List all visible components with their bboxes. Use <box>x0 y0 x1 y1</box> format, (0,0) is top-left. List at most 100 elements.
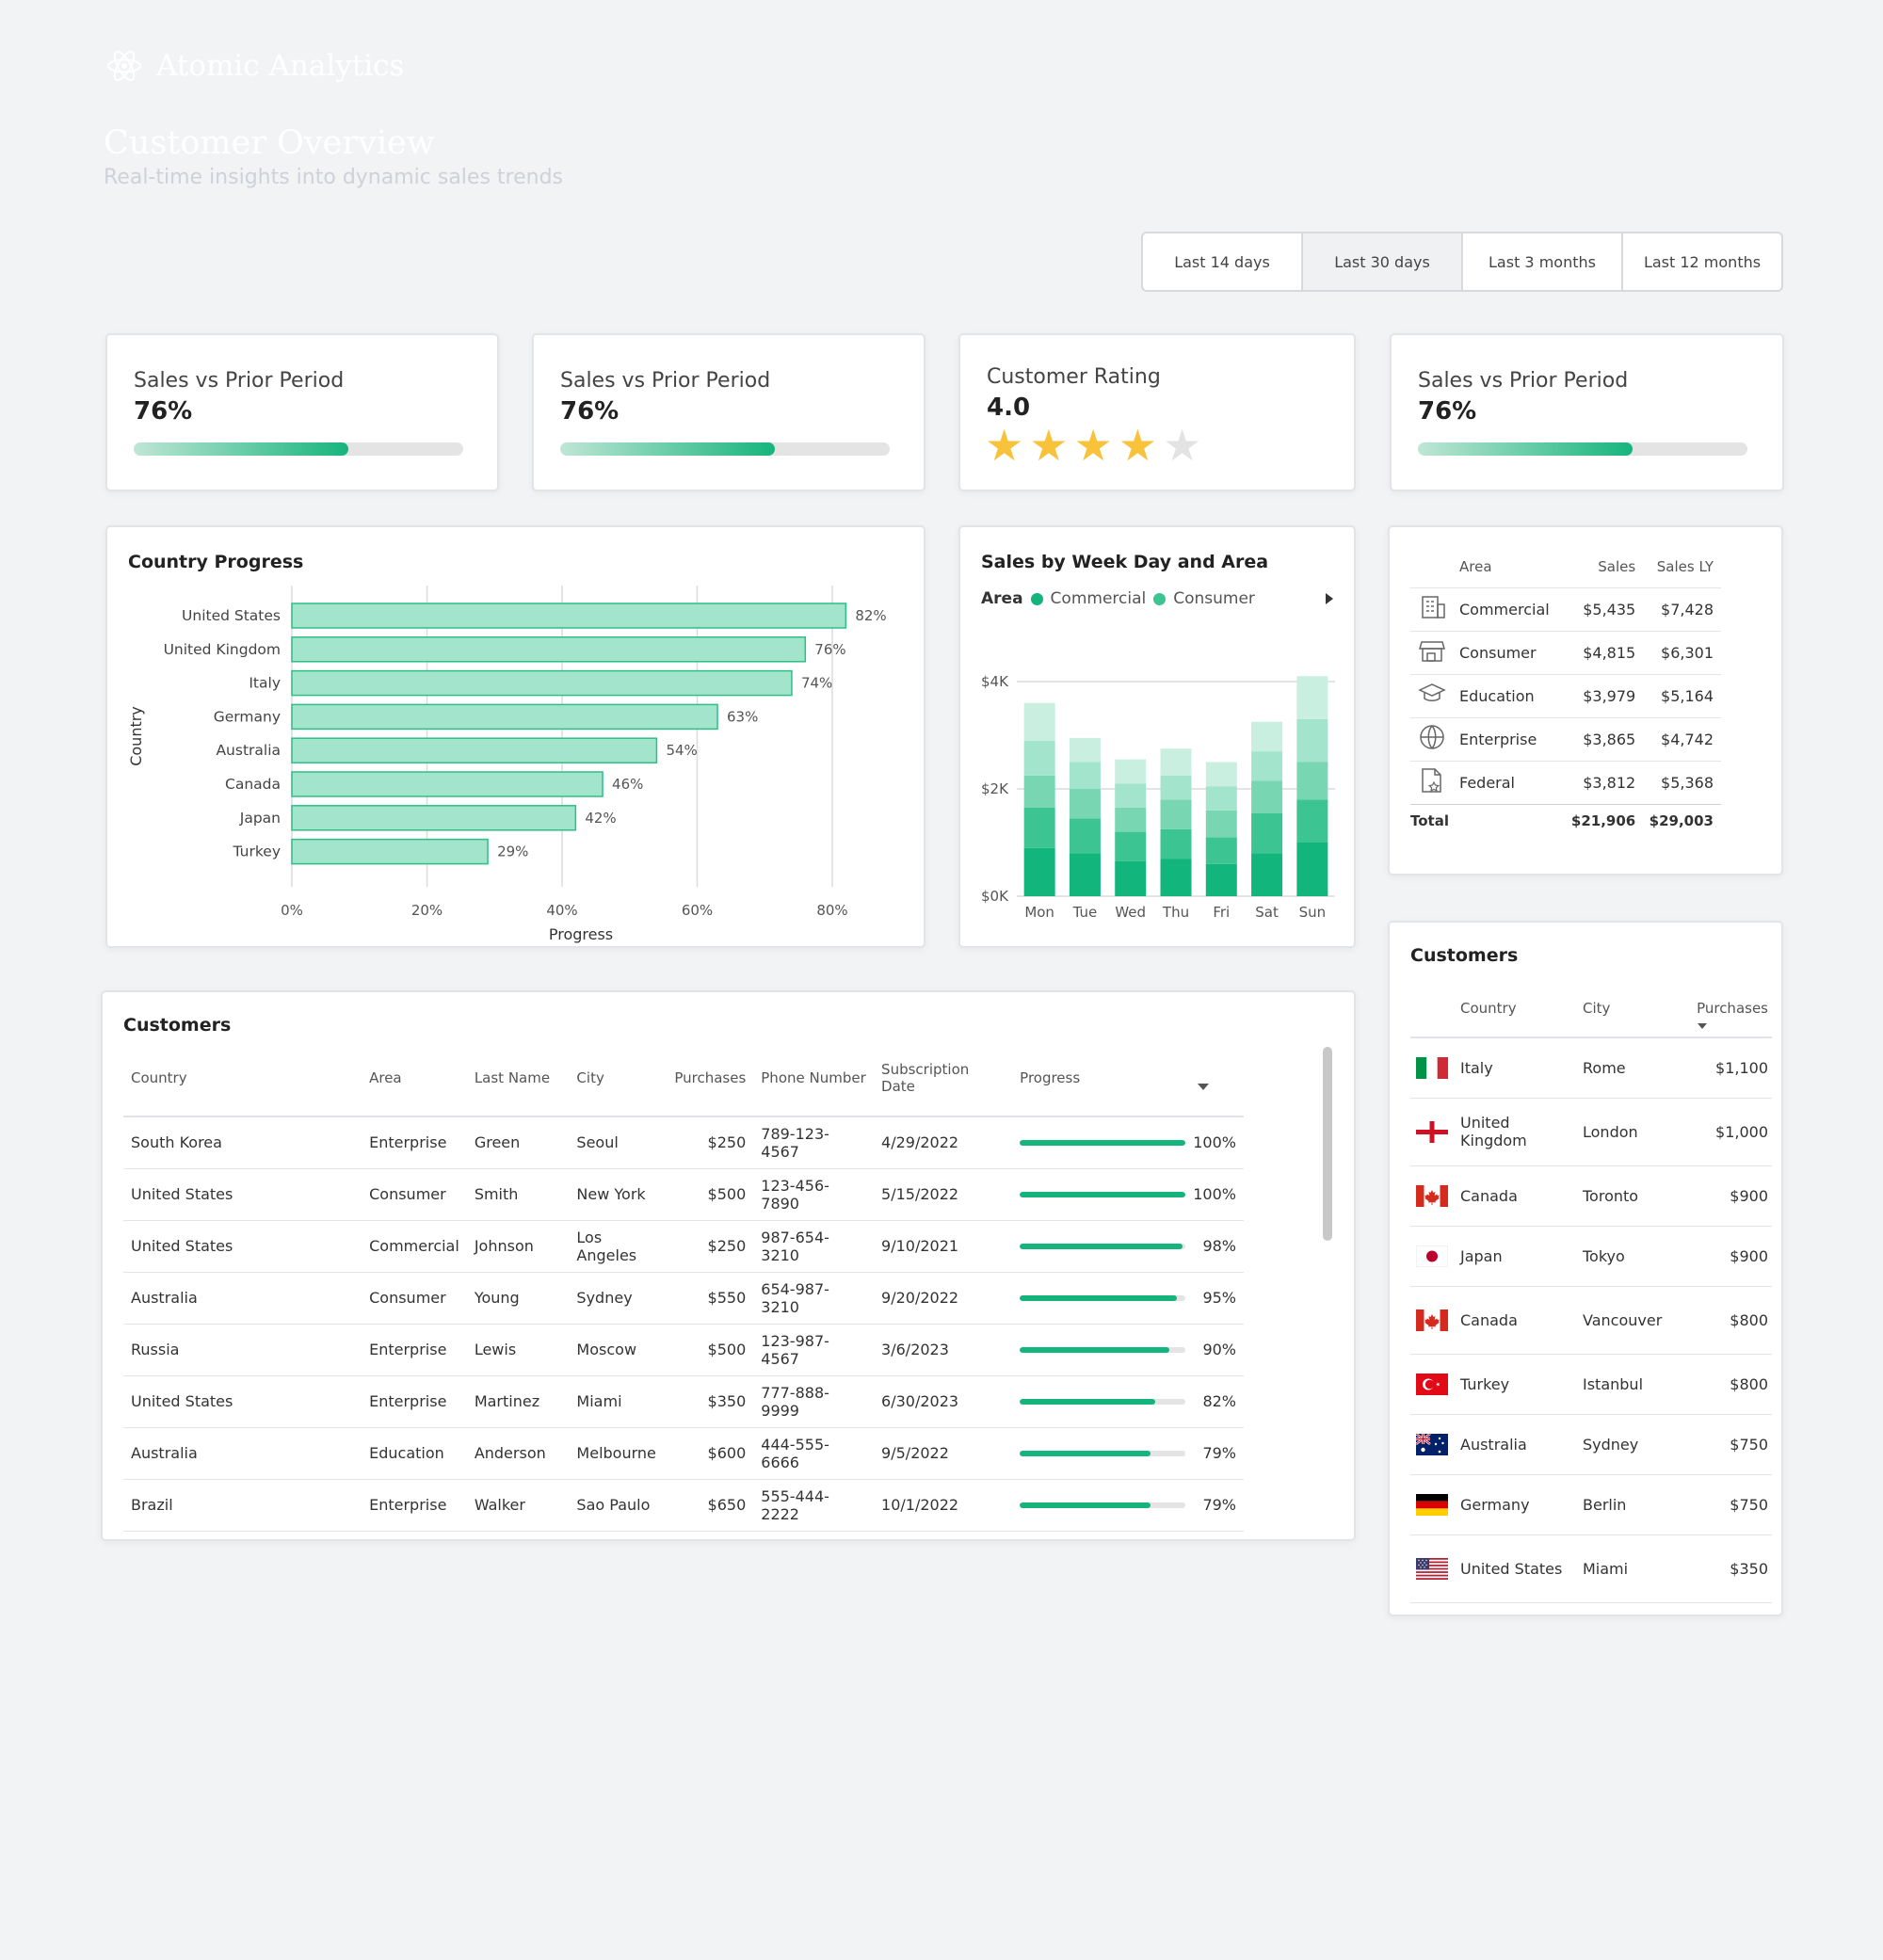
weekday-bar-segment[interactable] <box>1251 780 1283 813</box>
legend-commercial[interactable]: Commercial <box>1050 589 1147 608</box>
legend-consumer[interactable]: Consumer <box>1173 589 1255 608</box>
cell-progress: 100% <box>1012 1168 1244 1221</box>
area-row[interactable]: Enterprise $3,865 $4,742 <box>1410 716 1721 761</box>
col-header-city[interactable]: City <box>1583 979 1671 1038</box>
weekday-bar-segment[interactable] <box>1115 860 1147 896</box>
col-header-purchases[interactable]: Purchases <box>667 1039 754 1117</box>
star-filled-icon: ★ <box>985 420 1024 471</box>
col-header-purchases[interactable]: Purchases <box>1671 979 1772 1038</box>
col-header-progress[interactable]: Progress <box>1012 1039 1244 1117</box>
weekday-bar-segment[interactable] <box>1205 810 1237 838</box>
weekday-bar-segment[interactable] <box>1069 762 1101 790</box>
weekday-bar-segment[interactable] <box>1069 818 1101 854</box>
cell-country: United States <box>1460 1534 1583 1603</box>
country-bar[interactable] <box>291 771 604 797</box>
weekday-bar-segment[interactable] <box>1205 762 1237 787</box>
col-header-sales[interactable]: Sales <box>1598 557 1636 575</box>
weekday-bar-segment[interactable] <box>1251 812 1283 854</box>
col-header-city[interactable]: City <box>569 1039 668 1117</box>
weekday-bar-segment[interactable] <box>1115 759 1147 784</box>
col-header-area[interactable]: Area <box>362 1039 467 1117</box>
weekday-bar-segment[interactable] <box>1160 828 1192 860</box>
col-header-country[interactable]: Country <box>123 1039 362 1117</box>
cell-last-name: Young <box>466 1272 570 1325</box>
table-row[interactable]: Brazil Enterprise Walker Sao Paulo $650 555-4… <box>123 1479 1244 1532</box>
table-row[interactable]: South Korea Enterprise Green Seoul $250 789-1… <box>123 1117 1244 1169</box>
table-row[interactable]: United States Enterprise Martinez Miami $350… <box>123 1375 1244 1428</box>
list-item[interactable]: Japan Tokyo $900 <box>1410 1226 1772 1287</box>
weekday-bar-segment[interactable] <box>1023 740 1055 776</box>
area-row[interactable]: Federal $3,812 $5,368 <box>1410 760 1721 804</box>
cell-area: Commercial <box>362 1220 467 1273</box>
weekday-bar-segment[interactable] <box>1160 799 1192 829</box>
country-bar[interactable] <box>291 737 658 763</box>
table-row[interactable]: Russia Enterprise Lewis Moscow $500 123-987-4… <box>123 1324 1244 1376</box>
country-bar[interactable] <box>291 703 718 731</box>
weekday-bar-segment[interactable] <box>1205 786 1237 811</box>
list-item[interactable]: Canada Toronto $900 <box>1410 1165 1772 1227</box>
list-item[interactable]: Italy Rome $1,100 <box>1410 1037 1772 1099</box>
bar-value-label: 46% <box>612 776 643 793</box>
table-row[interactable]: Australia Education Anderson Melbourne $600 4… <box>123 1427 1244 1480</box>
sort-down-icon[interactable] <box>1697 1022 1708 1030</box>
country-bar[interactable] <box>291 602 847 629</box>
table-row[interactable]: Australia Consumer Young Sydney $550 654-987-… <box>123 1272 1244 1325</box>
weekday-bar-segment[interactable] <box>1115 807 1147 832</box>
weekday-bar-segment[interactable] <box>1296 676 1328 719</box>
period-30-days-button[interactable]: Last 30 days <box>1303 233 1463 290</box>
list-item[interactable]: Canada Vancouver $800 <box>1410 1286 1772 1355</box>
area-row[interactable]: Commercial $5,435 $7,428 <box>1410 586 1721 631</box>
weekday-bar-segment[interactable] <box>1251 751 1283 781</box>
weekday-bar-segment[interactable] <box>1023 847 1055 896</box>
weekday-bar-segment[interactable] <box>1069 737 1101 763</box>
weekday-bar-segment[interactable] <box>1205 863 1237 896</box>
country-bar[interactable] <box>291 838 489 865</box>
weekday-bar-segment[interactable] <box>1160 775 1192 800</box>
vertical-scrollbar[interactable] <box>1323 1047 1332 1241</box>
cell-progress: 100% <box>1012 1117 1244 1169</box>
country-bar[interactable] <box>291 805 577 831</box>
weekday-bar-segment[interactable] <box>1069 789 1101 819</box>
col-header-area[interactable]: Area <box>1459 557 1492 575</box>
col-header-country[interactable]: Country <box>1460 979 1583 1038</box>
list-item[interactable]: Turkey Istanbul $800 <box>1410 1354 1772 1415</box>
weekday-bar-segment[interactable] <box>1023 807 1055 848</box>
cell-last-name: Lewis <box>466 1324 570 1376</box>
country-bar[interactable] <box>291 636 807 663</box>
period-12-months-button[interactable]: Last 12 months <box>1643 252 1762 271</box>
weekday-bar-segment[interactable] <box>1115 783 1147 808</box>
list-item[interactable]: United Kingdom London $1,000 <box>1410 1098 1772 1166</box>
area-row[interactable]: Education $3,979 $5,164 <box>1410 673 1721 717</box>
cell-city: Berlin <box>1583 1474 1671 1535</box>
col-header-subscription-date[interactable]: Subscription Date <box>874 1039 1013 1117</box>
weekday-bar-segment[interactable] <box>1069 853 1101 896</box>
sort-down-icon[interactable] <box>1197 1083 1210 1092</box>
weekday-bar-segment[interactable] <box>1251 853 1283 896</box>
col-header-sales-ly[interactable]: Sales LY <box>1656 557 1714 575</box>
weekday-bar-segment[interactable] <box>1205 837 1237 864</box>
weekday-bar-segment[interactable] <box>1023 702 1055 741</box>
weekday-bar-segment[interactable] <box>1296 718 1328 763</box>
col-header-phone[interactable]: Phone Number <box>753 1039 875 1117</box>
list-item[interactable]: Germany Berlin $750 <box>1410 1474 1772 1535</box>
country-bar[interactable] <box>291 669 793 697</box>
weekday-bar-segment[interactable] <box>1160 859 1192 896</box>
col-header-last-name[interactable]: Last Name <box>466 1039 570 1117</box>
period-14-days-button[interactable]: Last 14 days <box>1143 233 1303 290</box>
weekday-bar-segment[interactable] <box>1023 775 1055 808</box>
list-item[interactable]: Australia Sydney $750 <box>1410 1414 1772 1475</box>
weekday-bar-segment[interactable] <box>1296 799 1328 843</box>
weekday-sales-title: Sales by Week Day and Area <box>981 552 1269 572</box>
weekday-bar-segment[interactable] <box>1296 762 1328 800</box>
table-row[interactable]: United States Commercial Johnson Los Angele… <box>123 1220 1244 1273</box>
kpi-card-rating: Customer Rating 4.0 ★ ★ ★ ★ ★ <box>958 333 1356 491</box>
weekday-bar-segment[interactable] <box>1296 843 1328 896</box>
legend-next-arrow-icon[interactable] <box>1323 591 1336 606</box>
period-3-months-button[interactable]: Last 3 months <box>1463 233 1623 290</box>
table-row[interactable]: United States Consumer Smith New York $500 12… <box>123 1168 1244 1221</box>
weekday-bar-segment[interactable] <box>1160 748 1192 776</box>
list-item[interactable]: United States Miami $350 <box>1410 1534 1772 1603</box>
area-row[interactable]: Consumer $4,815 $6,301 <box>1410 630 1721 674</box>
weekday-bar-segment[interactable] <box>1251 721 1283 752</box>
weekday-bar-segment[interactable] <box>1115 831 1147 861</box>
